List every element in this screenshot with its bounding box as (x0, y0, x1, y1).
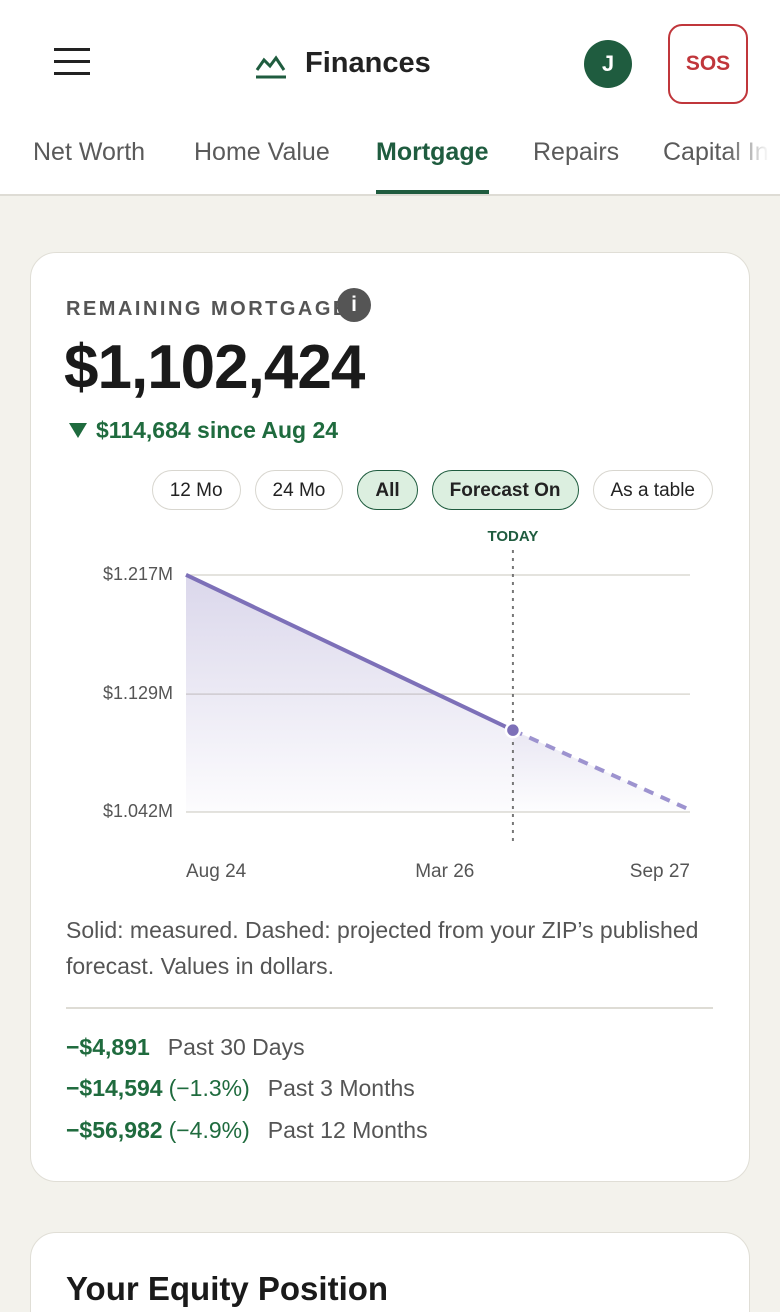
equity-card (30, 1232, 750, 1312)
stat-percent: (−4.9%) (168, 1117, 250, 1143)
info-button[interactable]: i (337, 288, 371, 322)
line (512, 728, 691, 812)
tab[interactable]: Mortgage (376, 138, 489, 166)
finances-icon (255, 55, 286, 79)
x-tick-label: Mar 26 (415, 861, 474, 882)
remaining-amount: $1,102,424 (64, 333, 365, 402)
active-tab-indicator (376, 190, 489, 194)
today-label: TODAY (487, 528, 538, 545)
divider (66, 1007, 713, 1009)
range-button[interactable]: 12 Mo (151, 470, 241, 510)
x-tick-label: Sep 27 (630, 861, 690, 882)
tab[interactable]: Repairs (533, 138, 620, 166)
page-title: Finances (305, 47, 431, 79)
stat-row: −$14,594 (−1.3%) Past 3 Months (66, 1075, 415, 1102)
y-tick-label: $1.042M (103, 801, 173, 821)
down-arrow (69, 423, 87, 438)
stat-period: Past 12 Months (267, 1117, 428, 1143)
stat-row: −$56,982 (−4.9%) Past 12 Months (66, 1117, 428, 1144)
menu-button[interactable] (52, 46, 92, 78)
tab[interactable]: Net Worth (33, 138, 146, 166)
y-tick-label: $1.129M (103, 683, 173, 703)
table-toggle[interactable]: As a table (592, 470, 713, 510)
stat-period: Past 30 Days (167, 1034, 305, 1060)
range-button[interactable]: All (357, 470, 418, 510)
stat-percent: (−1.3%) (168, 1075, 250, 1101)
stat-amount: −$56,982 (66, 1117, 163, 1143)
stat-period: Past 3 Months (267, 1075, 415, 1101)
forecast-toggle[interactable]: Forecast On (431, 470, 579, 510)
stat-row: −$4,891 Past 30 Days (66, 1034, 305, 1061)
area (186, 574, 513, 812)
range-buttons: 12 Mo 24 Mo All Forecast On As a table (100, 470, 713, 510)
avatar[interactable]: J (584, 40, 632, 88)
change-text: $114,684 since Aug 24 (96, 417, 339, 443)
top-bar: Finances J SOS Net Worth Home Value Mort… (0, 0, 780, 196)
line (185, 573, 514, 732)
card-label: REMAINING MORTGAGE (66, 298, 349, 320)
tab[interactable]: Capital In (663, 138, 769, 166)
section-title: Your Equity Position (66, 1270, 389, 1307)
stat-amount: −$4,891 (66, 1034, 150, 1060)
range-button[interactable]: 24 Mo (254, 470, 344, 510)
y-tick-label: $1.217M (103, 564, 173, 584)
today-point (504, 721, 522, 739)
chart: $1.217M $1.129M $1.042M Aug 24 Mar 26 Sep 27 T… (103, 528, 691, 882)
tab[interactable]: Home Value (194, 138, 330, 166)
sos-button[interactable]: SOS (668, 24, 748, 104)
chart-note: Solid: measured. Dashed: projected from … (66, 917, 699, 979)
stat-amount: −$14,594 (66, 1075, 163, 1101)
x-tick-label: Aug 24 (186, 861, 247, 882)
